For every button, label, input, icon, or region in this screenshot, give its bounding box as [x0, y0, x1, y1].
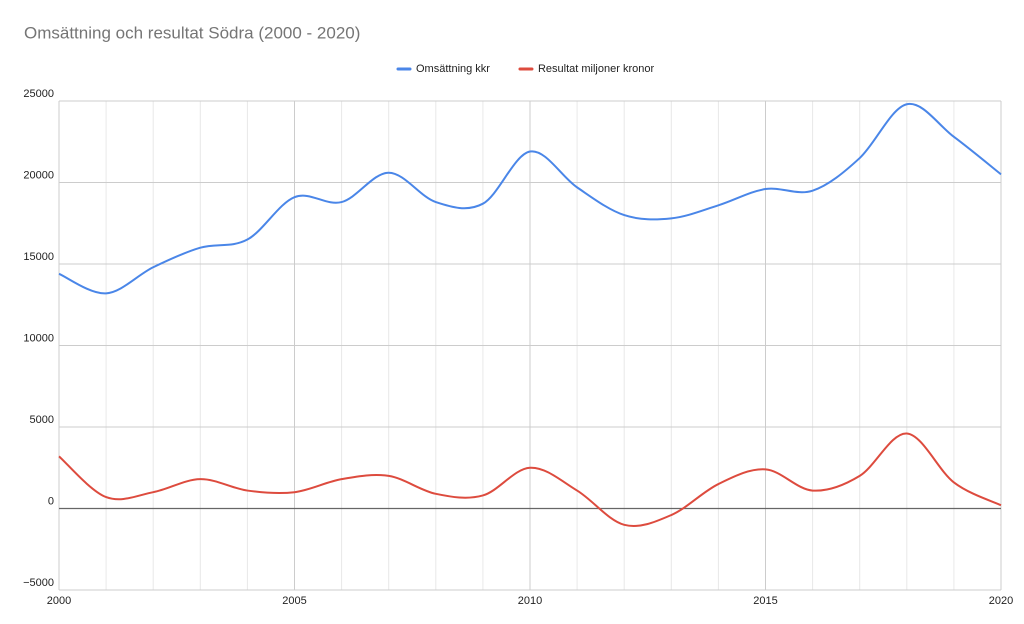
y-tick-label: 15000 — [23, 251, 54, 263]
series-line — [58, 103, 1002, 295]
y-tick-label: 5000 — [30, 414, 54, 426]
x-tick-label: 2020 — [989, 595, 1013, 607]
series-line — [58, 432, 1002, 527]
legend-label: Omsättning kkr — [416, 63, 490, 75]
y-tick-label: 20000 — [23, 169, 54, 181]
legend-label: Resultat miljoner kronor — [538, 63, 654, 75]
x-tick-label: 2000 — [47, 595, 71, 607]
x-tick-label: 2015 — [753, 595, 777, 607]
x-tick-label: 2010 — [518, 595, 542, 607]
y-tick-label: −5000 — [23, 577, 54, 589]
y-tick-label: 10000 — [23, 332, 54, 344]
x-tick-label: 2005 — [282, 595, 306, 607]
y-tick-label: 0 — [48, 495, 54, 507]
y-tick-label: 25000 — [23, 88, 54, 100]
chart-title: Omsättning och resultat Södra (2000 - 20… — [24, 23, 360, 42]
